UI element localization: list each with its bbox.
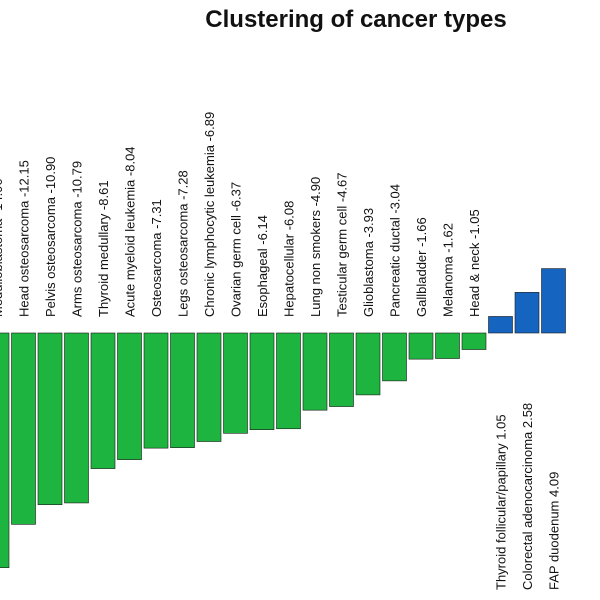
bar-label-testicular-germ-cell: Testicular germ cell -4.67 (335, 173, 350, 318)
bar-label-fap-duodenum: FAP duodenum 4.09 (547, 472, 562, 590)
bar-head-osteosarcoma (11, 332, 36, 525)
bar-thyroid-medullary (90, 332, 116, 469)
bar-label-medulloblastoma: Medulloblastoma -14.90 (0, 178, 5, 317)
bar-esophageal (249, 332, 275, 431)
bar-label-head-osteosarcoma: Head osteosarcoma -12.15 (17, 160, 32, 317)
bar-label-ovarian-germ-cell: Ovarian germ cell -6.37 (229, 182, 244, 317)
bar-glioblastoma (355, 332, 381, 396)
bar-acute-myeloid-leukemia (117, 332, 142, 460)
bar-head-neck (461, 332, 487, 350)
bar-label-melanoma: Melanoma -1.62 (441, 223, 456, 317)
bar-fap-duodenum (541, 268, 566, 334)
bar-label-pelvis-osteosarcoma: Pelvis osteosarcoma -10.90 (43, 157, 58, 317)
bar-label-thyroid-follicular-papillary: Thyroid follicular/papillary 1.05 (494, 414, 509, 590)
bar-thyroid-follicular-papillary (488, 316, 513, 334)
bar-label-colorectal-adenocarcinoma: Colorectal adenocarcinoma 2.58 (520, 403, 535, 590)
bar-medulloblastoma (0, 332, 10, 568)
bar-pancreatic-ductal (382, 332, 407, 382)
bar-label-chronic-lymphocytic-leukemia: Chronic lymphocytic leukemia -6.89 (202, 112, 217, 317)
bar-legs-osteosarcoma (170, 332, 195, 448)
bar-hepatocellular (276, 332, 301, 430)
bar-label-lung-non-smokers: Lung non smokers -4.90 (308, 177, 323, 317)
bar-label-thyroid-medullary: Thyroid medullary -8.61 (96, 180, 111, 317)
bar-label-glioblastoma: Glioblastoma -3.93 (361, 208, 376, 317)
bar-label-acute-myeloid-leukemia: Acute myeloid leukemia -8.04 (123, 146, 138, 317)
bar-chronic-lymphocytic-leukemia (196, 332, 222, 442)
bar-gallbladder (408, 332, 434, 360)
bar-label-head-neck: Head & neck -1.05 (467, 209, 482, 317)
bar-label-gallbladder: Gallbladder -1.66 (414, 217, 429, 317)
bar-label-osteosarcoma: Osteosarcoma -7.31 (149, 199, 164, 317)
bar-label-esophageal: Esophageal -6.14 (255, 215, 270, 317)
bar-melanoma (435, 332, 460, 359)
bar-pelvis-osteosarcoma (37, 332, 63, 505)
bar-label-hepatocellular: Hepatocellular -6.08 (282, 201, 297, 317)
bar-testicular-germ-cell (329, 332, 354, 407)
bar-colorectal-adenocarcinoma (514, 292, 540, 334)
bar-label-legs-osteosarcoma: Legs osteosarcoma -7.28 (176, 170, 191, 317)
bar-label-arms-osteosarcoma: Arms osteosarcoma -10.79 (70, 161, 85, 317)
chart-title: Clustering of cancer types (205, 6, 507, 33)
bar-lung-non-smokers (302, 332, 328, 411)
bar-label-pancreatic-ductal: Pancreatic ductal -3.04 (388, 184, 403, 317)
bar-arms-osteosarcoma (64, 332, 89, 504)
bar-osteosarcoma (143, 332, 169, 449)
bar-ovarian-germ-cell (223, 332, 248, 434)
